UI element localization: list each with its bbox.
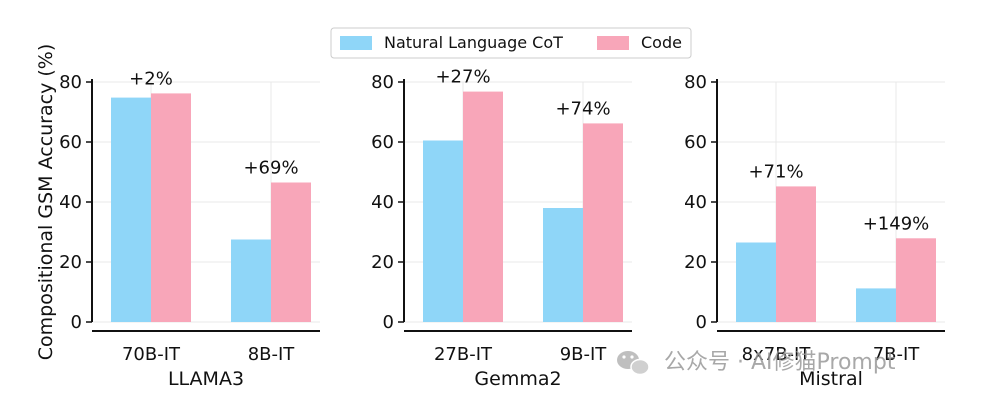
group-label-gemma2: Gemma2	[474, 368, 561, 390]
bar-code-8x7b-it	[776, 186, 816, 322]
y-tick-label-80: 80	[684, 72, 707, 93]
bar-natural-language-cot-70b-it	[111, 97, 151, 322]
bar-natural-language-cot-8x7b-it	[736, 242, 776, 322]
y-tick-label-60: 60	[59, 132, 82, 153]
y-axis-label: Compositional GSM Accuracy (%)	[35, 44, 57, 361]
bar-code-8b-it	[271, 182, 311, 322]
legend-swatch-natural-language-cot	[340, 36, 372, 50]
panel-llama3: +2% 70B-IT +69% 8B-IT 0 20 40 60 80 LLAMA3	[59, 68, 320, 390]
legend-label-code: Code	[641, 33, 682, 52]
x-tick-label-27b-it: 27B-IT	[434, 344, 493, 365]
bar-code-70b-it	[151, 93, 191, 323]
bar-natural-language-cot-8b-it	[231, 239, 271, 322]
improvement-label-7b-it: +149%	[863, 213, 930, 234]
wechat-icon	[617, 351, 650, 376]
improvement-label-27b-it: +27%	[435, 67, 490, 88]
improvement-label-9b-it: +74%	[555, 98, 610, 119]
legend-frame	[330, 27, 692, 59]
y-tick-label-40: 40	[684, 192, 707, 213]
bar-code-7b-it	[896, 238, 936, 322]
legend-label-natural-language-cot: Natural Language CoT	[384, 33, 563, 52]
bar-code-9b-it	[583, 123, 623, 323]
improvement-label-8x7b-it: +71%	[748, 161, 803, 182]
y-tick-label-20: 20	[59, 252, 82, 273]
improvement-label-8b-it: +69%	[243, 158, 298, 179]
y-tick-label-20: 20	[371, 252, 394, 273]
panel-gemma2: +27% 27B-IT +74% 9B-IT 0 20 40 60 80 Gemma2	[371, 67, 632, 390]
legend-swatch-code	[597, 36, 629, 50]
y-tick-label-60: 60	[684, 132, 707, 153]
bar-code-27b-it	[463, 91, 503, 322]
x-tick-label-8x7b-it: 8x7B-IT	[742, 344, 812, 365]
bar-natural-language-cot-9b-it	[543, 208, 583, 322]
y-tick-label-0: 0	[71, 312, 82, 333]
x-tick-label-70b-it: 70B-IT	[122, 344, 181, 365]
y-tick-label-80: 80	[59, 72, 82, 93]
group-label-mistral: Mistral	[799, 368, 863, 390]
y-tick-label-80: 80	[371, 72, 394, 93]
panel-mistral: +71% 8x7B-IT +149% 7B-IT 0 20 40 60 80 Mistral	[684, 72, 945, 390]
watermark-text: 公众号 · AI修猫Prompt	[664, 350, 896, 375]
y-tick-label-40: 40	[371, 192, 394, 213]
bar-natural-language-cot-7b-it	[856, 288, 896, 322]
bar-natural-language-cot-27b-it	[423, 140, 463, 322]
y-tick-label-60: 60	[371, 132, 394, 153]
y-tick-label-40: 40	[59, 192, 82, 213]
y-tick-label-0: 0	[696, 312, 707, 333]
x-tick-label-7b-it: 7B-IT	[873, 344, 921, 365]
improvement-label-70b-it: +2%	[129, 68, 173, 89]
watermark: 公众号 · AI修猫Prompt	[617, 350, 896, 376]
x-tick-label-9b-it: 9B-IT	[560, 344, 608, 365]
y-tick-label-20: 20	[684, 252, 707, 273]
y-tick-label-0: 0	[383, 312, 394, 333]
panels-layer: +2% 70B-IT +69% 8B-IT 0 20 40 60 80 LLAMA3 +27% 27B…	[59, 67, 945, 390]
legend: Natural Language CoT Code	[330, 27, 692, 59]
group-label-llama3: LLAMA3	[168, 368, 244, 390]
x-tick-label-8b-it: 8B-IT	[248, 344, 296, 365]
